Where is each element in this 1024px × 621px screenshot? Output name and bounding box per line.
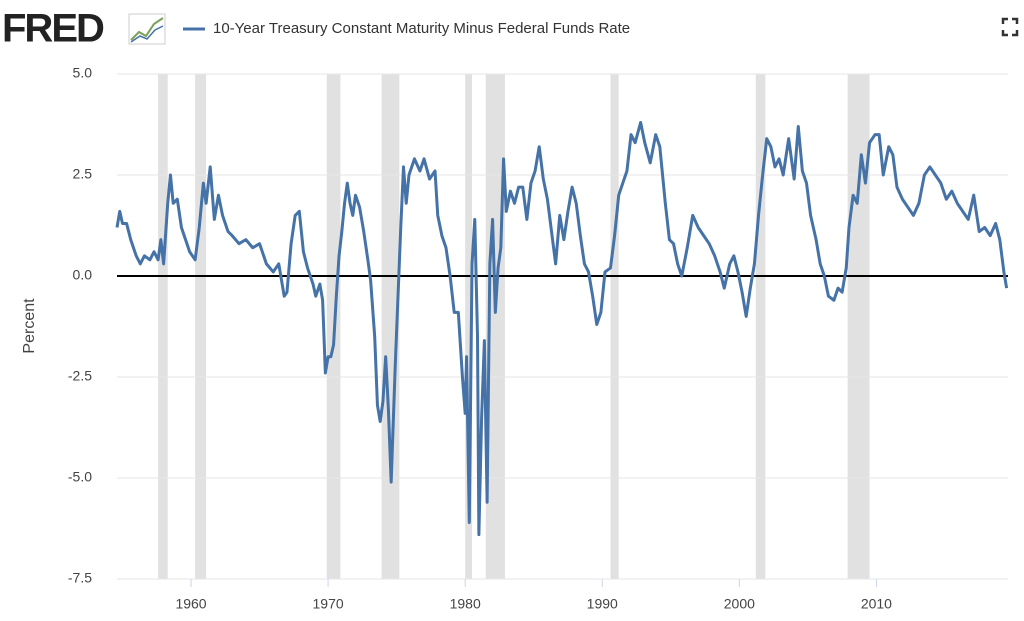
y-tick-label: 0.0 [73, 267, 93, 283]
x-tick-label: 2000 [724, 596, 755, 612]
recession-band [485, 74, 505, 579]
x-tick-label: 1990 [587, 596, 618, 612]
y-tick-label: 5.0 [73, 65, 93, 81]
y-tick-label: 2.5 [73, 166, 93, 182]
legend-label: 10-Year Treasury Constant Maturity Minus… [213, 20, 630, 37]
y-tick-label: -5.0 [68, 469, 92, 485]
recession-band [158, 74, 168, 579]
y-tick-label: -7.5 [68, 570, 92, 586]
recession-band [465, 74, 473, 579]
logo: FRED [2, 7, 104, 51]
logo-icon [128, 13, 166, 45]
y-axis-label: Percent [21, 298, 38, 354]
fullscreen-icon[interactable] [1001, 17, 1019, 37]
recession-band [847, 74, 870, 579]
recession-band [610, 74, 619, 579]
x-tick-label: 1970 [313, 596, 344, 612]
y-tick-label: -2.5 [68, 368, 92, 384]
recession-band [381, 74, 400, 579]
x-tick-label: 1980 [450, 596, 481, 612]
x-tick-label: 2010 [861, 596, 892, 612]
recession-band [755, 74, 766, 579]
data-line [115, 120, 1009, 537]
recession-band [195, 74, 207, 579]
x-tick-label: 1960 [175, 596, 206, 612]
